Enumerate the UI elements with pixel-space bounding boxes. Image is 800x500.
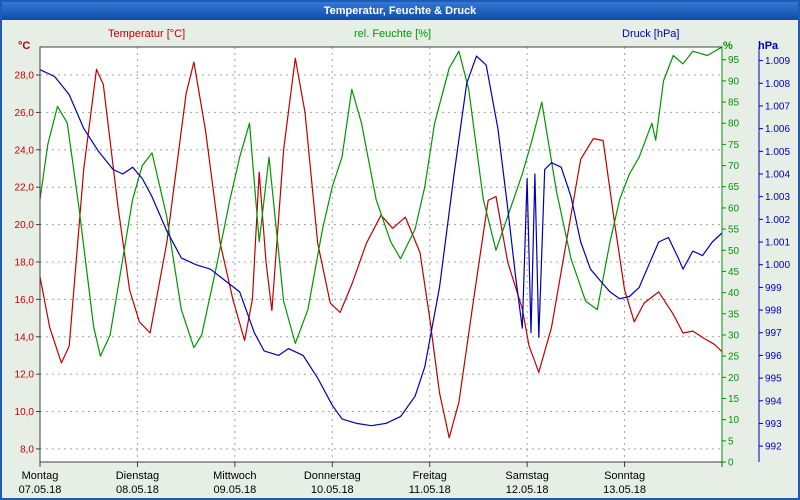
svg-text:09.05.18: 09.05.18 xyxy=(213,484,256,496)
svg-text:16,0: 16,0 xyxy=(15,295,35,306)
svg-text:1.000: 1.000 xyxy=(765,260,790,271)
window-title: Temperatur, Feuchte & Druck xyxy=(323,5,477,17)
svg-text:Dienstag: Dienstag xyxy=(116,470,159,482)
svg-text:50: 50 xyxy=(728,246,740,257)
svg-text:10,0: 10,0 xyxy=(15,407,35,418)
chart-canvas: 28,0 26,0 24,0 22,0 20,0 18,0 16,0 14,0 12,0 10,0… xyxy=(15,46,790,496)
svg-text:992: 992 xyxy=(765,442,782,453)
humidity-axis-title: rel. Feuchte [%] xyxy=(354,28,432,40)
svg-text:65: 65 xyxy=(728,182,740,193)
svg-text:95: 95 xyxy=(728,55,740,66)
svg-text:08.05.18: 08.05.18 xyxy=(116,484,159,496)
svg-text:55: 55 xyxy=(728,225,740,236)
svg-text:1.003: 1.003 xyxy=(765,192,790,203)
svg-text:10: 10 xyxy=(728,415,740,426)
svg-text:15: 15 xyxy=(728,394,740,405)
svg-text:Mittwoch: Mittwoch xyxy=(213,470,256,482)
svg-text:11.05.18: 11.05.18 xyxy=(409,484,451,496)
svg-text:20: 20 xyxy=(728,373,740,384)
svg-text:1.004: 1.004 xyxy=(765,169,790,180)
svg-text:8,0: 8,0 xyxy=(20,444,34,455)
pressure-axis-title: Druck [hPa] xyxy=(622,28,680,40)
svg-text:26,0: 26,0 xyxy=(15,108,35,119)
svg-text:10.05.18: 10.05.18 xyxy=(311,484,354,496)
temperature-axis-title: Temperatur [°C] xyxy=(108,28,186,40)
svg-text:994: 994 xyxy=(765,396,782,407)
chart-area: 28,0 26,0 24,0 22,0 20,0 18,0 16,0 14,0 12,0 10,0… xyxy=(2,20,798,498)
svg-text:1.009: 1.009 xyxy=(765,56,790,67)
pressure-unit-label: hPa xyxy=(758,40,779,52)
svg-text:85: 85 xyxy=(728,98,740,109)
svg-text:1.006: 1.006 xyxy=(765,124,790,135)
temperature-unit-label: °C xyxy=(18,40,31,52)
svg-text:90: 90 xyxy=(728,76,740,87)
svg-text:998: 998 xyxy=(765,306,782,317)
svg-text:28,0: 28,0 xyxy=(15,71,35,82)
window-titlebar[interactable]: Temperatur, Feuchte & Druck xyxy=(2,2,798,20)
svg-text:18,0: 18,0 xyxy=(15,257,35,268)
svg-text:5: 5 xyxy=(728,436,734,447)
svg-text:996: 996 xyxy=(765,351,782,362)
svg-text:45: 45 xyxy=(728,267,740,278)
svg-text:1.002: 1.002 xyxy=(765,215,790,226)
svg-text:Sonntag: Sonntag xyxy=(604,470,645,482)
svg-text:24,0: 24,0 xyxy=(15,145,35,156)
svg-text:993: 993 xyxy=(765,419,782,430)
svg-text:Donnerstag: Donnerstag xyxy=(304,470,361,482)
svg-text:75: 75 xyxy=(728,140,740,151)
svg-text:22,0: 22,0 xyxy=(15,183,35,194)
svg-text:60: 60 xyxy=(728,203,740,214)
svg-text:14,0: 14,0 xyxy=(15,332,35,343)
svg-text:12.05.18: 12.05.18 xyxy=(506,484,549,496)
svg-text:35: 35 xyxy=(728,309,740,320)
svg-text:Freitag: Freitag xyxy=(413,470,447,482)
svg-text:Montag: Montag xyxy=(22,470,59,482)
svg-text:20,0: 20,0 xyxy=(15,220,35,231)
svg-text:12,0: 12,0 xyxy=(15,370,35,381)
svg-text:1.001: 1.001 xyxy=(765,238,790,249)
svg-text:25: 25 xyxy=(728,352,740,363)
svg-text:1.007: 1.007 xyxy=(765,101,790,112)
svg-text:Samstag: Samstag xyxy=(505,470,548,482)
svg-text:0: 0 xyxy=(728,458,734,469)
svg-text:80: 80 xyxy=(728,119,740,130)
humidity-unit-label: % xyxy=(723,40,733,52)
svg-text:997: 997 xyxy=(765,328,782,339)
svg-text:30: 30 xyxy=(728,330,740,341)
svg-text:995: 995 xyxy=(765,374,782,385)
svg-text:13.05.18: 13.05.18 xyxy=(603,484,646,496)
svg-text:1.008: 1.008 xyxy=(765,79,790,90)
svg-text:40: 40 xyxy=(728,288,740,299)
svg-text:1.005: 1.005 xyxy=(765,147,790,158)
svg-text:70: 70 xyxy=(728,161,740,172)
svg-text:07.05.18: 07.05.18 xyxy=(19,484,62,496)
svg-text:999: 999 xyxy=(765,283,782,294)
